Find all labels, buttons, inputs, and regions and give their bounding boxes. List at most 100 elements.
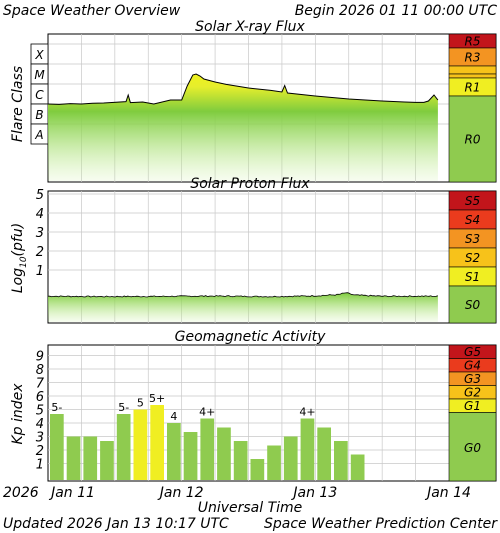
kp-y-tick: 8 (36, 363, 44, 378)
kp-bar (100, 441, 114, 480)
g-scale-label: G4 (464, 359, 481, 373)
g-scale-label: G3 (464, 372, 481, 386)
kp-bar (50, 414, 64, 480)
proton-y-ticks: 5 4 3 2 1 (36, 188, 44, 279)
swpc-credit: Space Weather Prediction Center (264, 516, 498, 532)
proton-panel-title: Solar Proton Flux (190, 176, 310, 192)
kp-panel-title: Geomagnetic Activity (175, 329, 326, 345)
r-scale-box (448, 95, 497, 183)
kp-bar (83, 436, 98, 480)
proton-grid (48, 191, 449, 323)
kp-bar (250, 459, 265, 480)
kp-y-tick: 9 (36, 350, 44, 365)
proton-y-tick: 4 (36, 207, 44, 222)
kp-bar (334, 441, 348, 480)
flare-class-label: C (35, 88, 44, 102)
g-scale-label: G5 (464, 345, 481, 359)
kp-bar-label: 4 (170, 410, 177, 423)
kp-bar-label: 5- (51, 401, 62, 414)
kp-y-tick: 2 (36, 444, 44, 459)
x-axis-year: 2026 (3, 485, 39, 501)
g-scale-label: G1 (464, 399, 481, 413)
r-scale-box (448, 73, 497, 79)
g-scale-box (448, 412, 497, 482)
flare-class-label: X (34, 48, 44, 62)
x-axis-tick: Jan 11 (48, 485, 95, 501)
kp-bar-label: 5 (137, 397, 144, 410)
kp-y-tick: 7 (36, 377, 45, 392)
proton-y-tick: 3 (36, 226, 44, 241)
proton-y-label-sub: 10 (19, 256, 29, 268)
kp-bar (183, 432, 198, 480)
s-scale-label: S4 (465, 213, 480, 227)
kp-bar (133, 409, 148, 480)
xray-y-axis-label: Flare Class (10, 66, 26, 142)
kp-bar-label: 4+ (199, 406, 215, 419)
proton-y-axis-label: Log10(pfu) (10, 223, 29, 293)
kp-bar (267, 445, 281, 480)
kp-bar (200, 418, 215, 480)
proton-y-tick: 1 (36, 264, 44, 279)
begin-timestamp: Begin 2026 01 11 00:00 UTC (295, 3, 498, 19)
kp-bar (150, 405, 164, 480)
time-axis: 2026 Jan 11 Jan 12 Jan 13 Jan 14 (3, 485, 471, 501)
x-axis-tick: Jan 13 (290, 485, 337, 501)
proton-y-tick: 2 (36, 245, 44, 260)
kp-bar (317, 427, 331, 480)
kp-bar-label: 4+ (299, 406, 315, 419)
proton-y-label-unit: (pfu) (10, 223, 26, 257)
r-scale-label: R3 (465, 51, 481, 65)
xray-r-scale: R5 R3 R1 R0 (448, 33, 497, 183)
s-scale-label: S2 (465, 251, 480, 265)
kp-y-tick: 4 (36, 417, 44, 432)
s-scale-label: S1 (465, 270, 480, 284)
proton-y-tick: 5 (36, 188, 44, 203)
xray-flux-area (48, 74, 438, 181)
kp-y-tick: 3 (36, 431, 44, 446)
proton-flux-area (48, 292, 438, 322)
overview-title: Space Weather Overview (3, 3, 181, 19)
kp-bar (350, 454, 365, 480)
x-axis-tick: Jan 14 (424, 485, 471, 501)
kp-bar-label: 5- (118, 401, 129, 414)
kp-y-axis-label: Kp index (10, 383, 26, 445)
s-scale-label: S0 (465, 298, 481, 312)
proton-flux-line (48, 292, 439, 298)
kp-y-tick: 6 (36, 390, 44, 405)
kp-bar (167, 423, 181, 480)
kp-bar (233, 441, 248, 480)
flare-class-label: M (34, 68, 45, 82)
s-scale-label: S3 (465, 232, 480, 246)
s-scale-label: S5 (465, 194, 480, 208)
kp-y-tick: 1 (36, 458, 44, 473)
kp-bars (50, 405, 365, 480)
r-scale-label: R5 (465, 35, 481, 49)
kp-bar (300, 418, 315, 480)
kp-bar-labels: 5- 5- 5 5+ 4 4+ 4+ (51, 392, 315, 423)
xray-flux-line (47, 73, 439, 105)
x-axis-title: Universal Time (198, 500, 303, 516)
x-axis-tick: Jan 12 (157, 485, 204, 501)
r-scale-label: R1 (465, 81, 481, 95)
s-scale-box (448, 285, 497, 324)
kp-bar-label: 5+ (149, 392, 165, 405)
kp-bar (217, 427, 231, 480)
flare-class-label: A (34, 128, 43, 142)
updated-timestamp: Updated 2026 Jan 13 10:17 UTC (3, 516, 229, 532)
kp-bar (66, 436, 81, 480)
flare-class-label: B (35, 108, 43, 122)
r-scale-box (448, 65, 497, 75)
g-scale-label: G2 (464, 386, 481, 400)
r-scale-label: R0 (465, 133, 481, 147)
g-scale-label: G0 (464, 441, 481, 455)
xray-panel-title: Solar X-ray Flux (195, 19, 305, 35)
kp-bar (283, 436, 298, 480)
proton-s-scale: S5 S4 S3 S2 S1 S0 (448, 190, 497, 324)
kp-y-tick: 5 (36, 404, 44, 419)
proton-y-label-log: Log (10, 268, 26, 293)
